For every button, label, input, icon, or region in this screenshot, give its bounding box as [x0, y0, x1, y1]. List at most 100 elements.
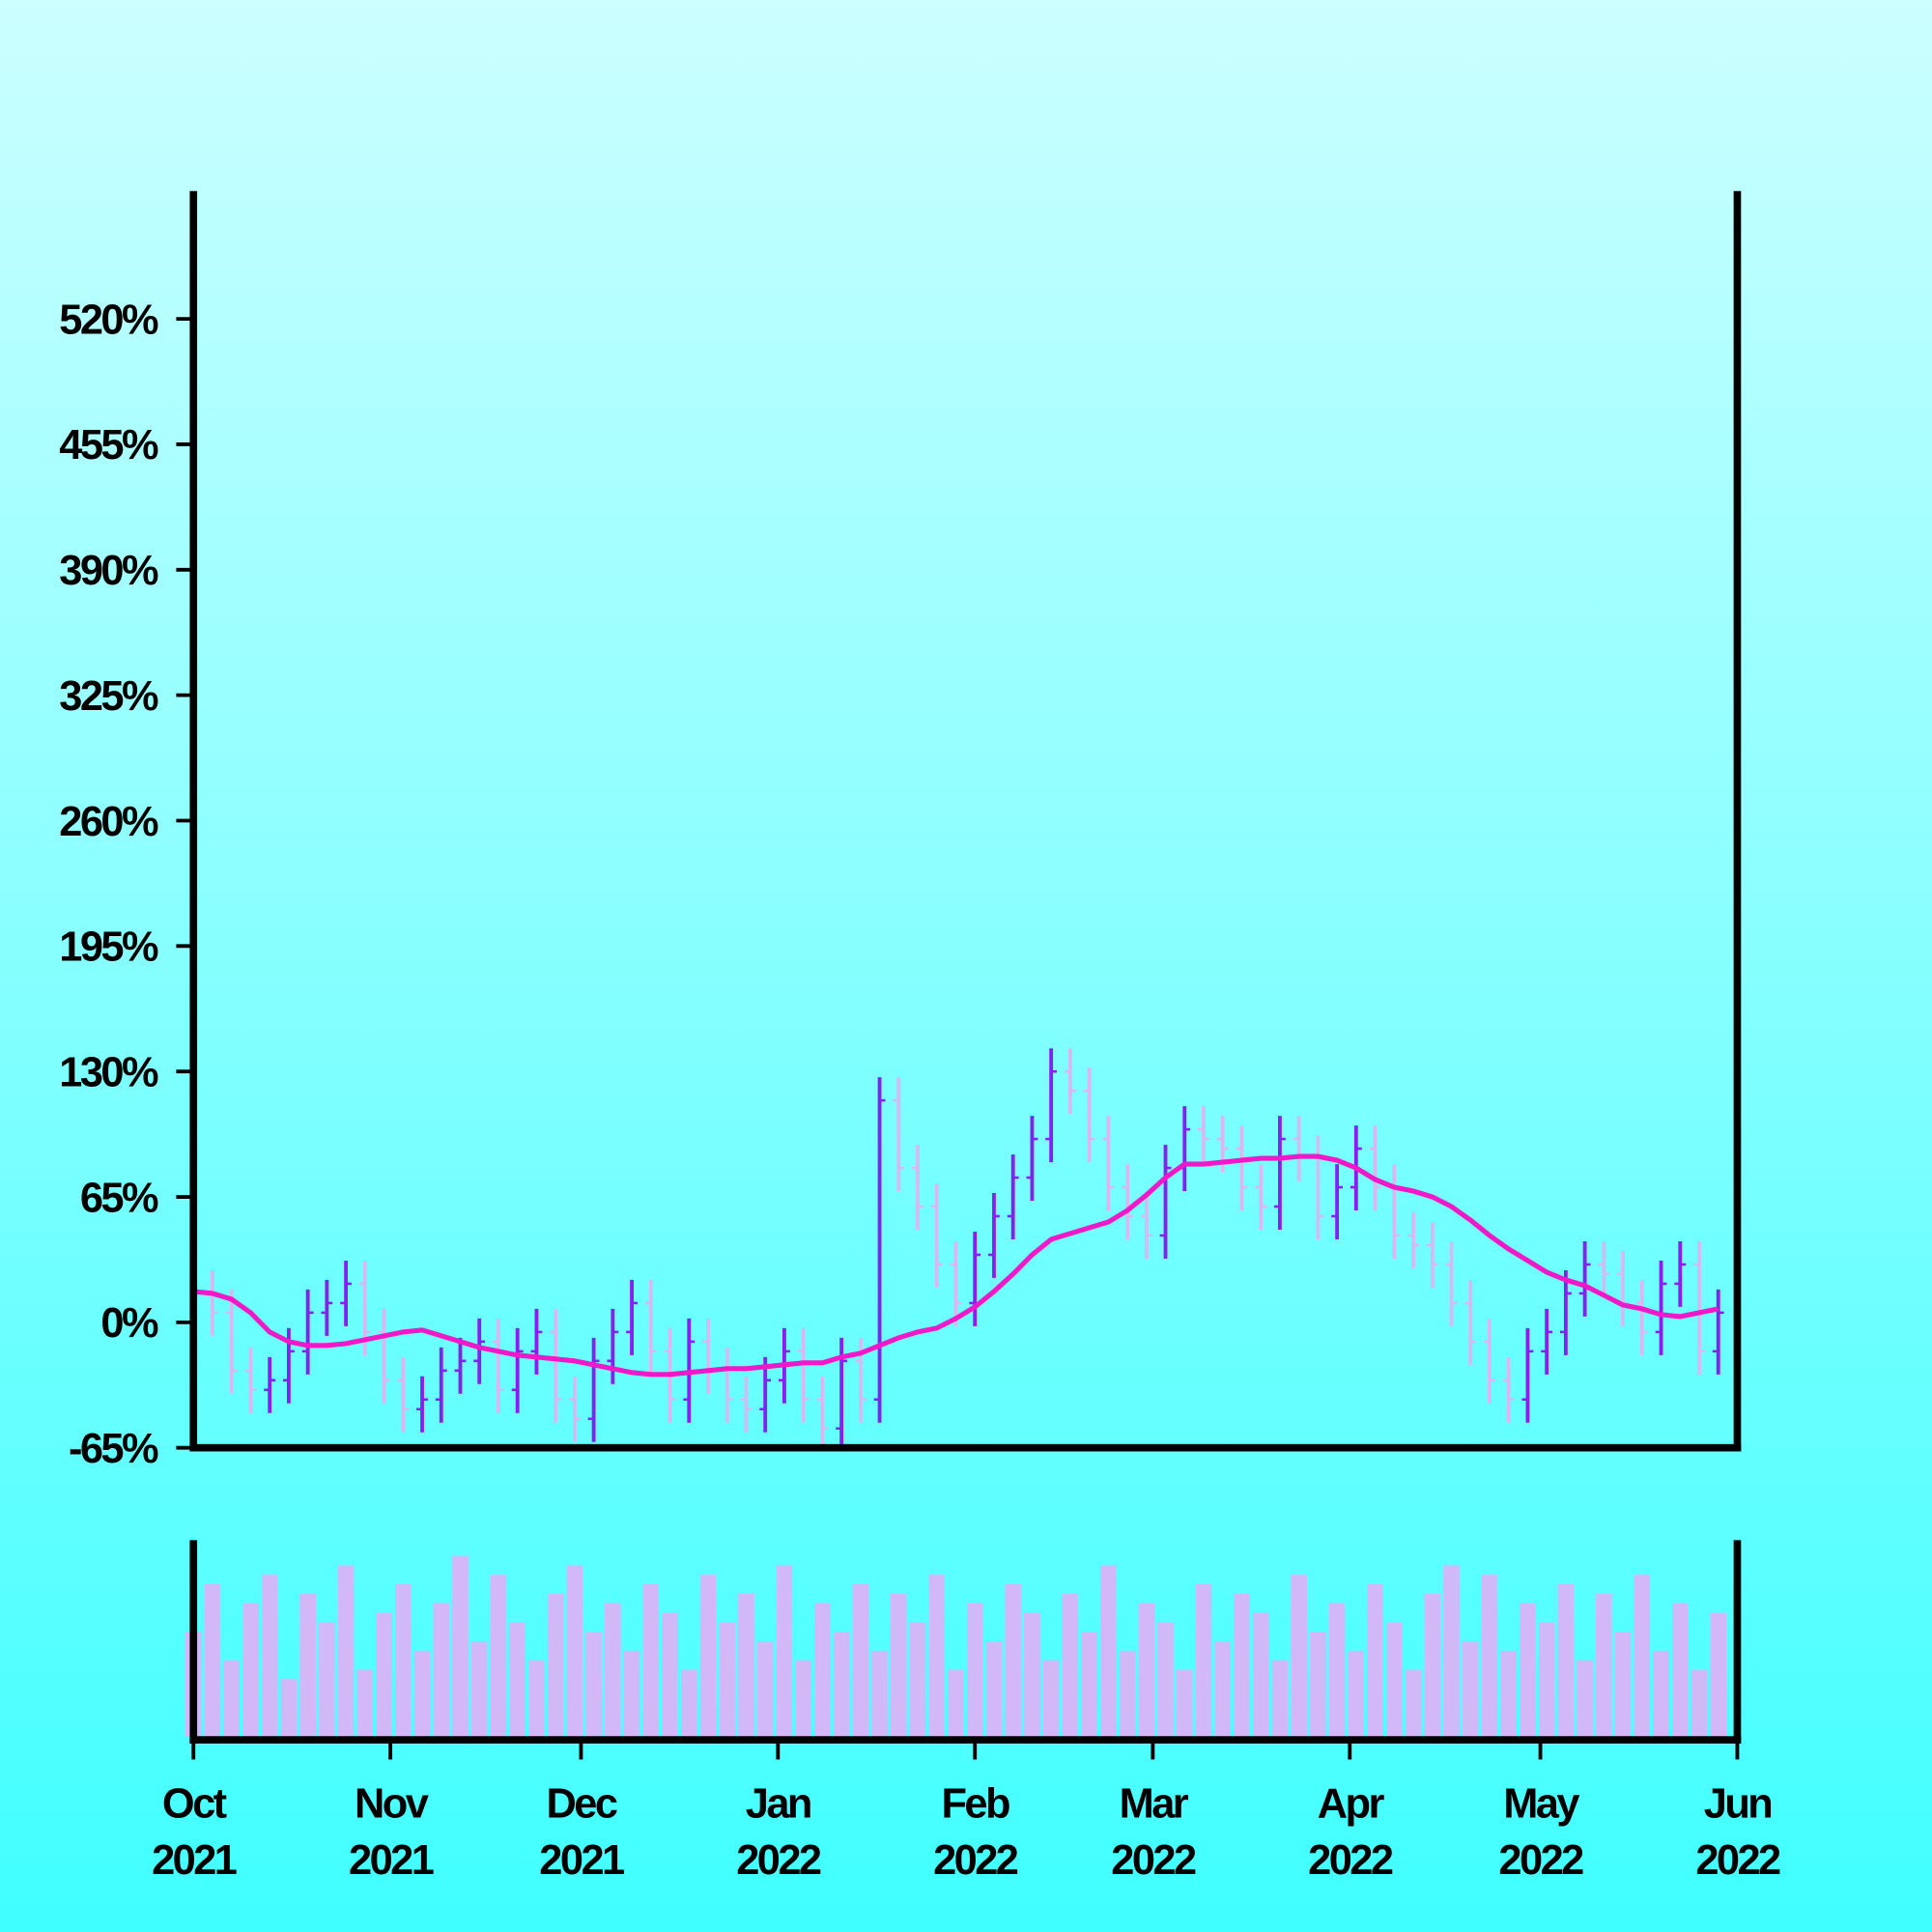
y-tick-label: -65%	[69, 1426, 158, 1472]
volume-bar	[1271, 1660, 1289, 1737]
y-tick-label: 390%	[59, 548, 158, 594]
volume-bar	[1386, 1622, 1403, 1737]
x-tick-label: Dec 2021	[539, 1780, 624, 1884]
volume-bar	[985, 1640, 1003, 1737]
volume-bar	[623, 1650, 640, 1737]
volume-bar	[452, 1555, 469, 1737]
volume-bar	[566, 1565, 583, 1737]
volume-bar	[871, 1650, 888, 1737]
volume-bar	[280, 1679, 298, 1737]
moving-average	[193, 1153, 1719, 1378]
volume-bar	[242, 1603, 259, 1737]
volume-bar	[1214, 1640, 1232, 1737]
volume-bar	[662, 1612, 678, 1737]
volume-bar	[1195, 1584, 1212, 1737]
volume-bar	[376, 1612, 392, 1737]
volume-bar	[1005, 1584, 1021, 1737]
volume-bar	[833, 1632, 850, 1737]
volume-bar	[909, 1622, 926, 1737]
volume-bar	[1577, 1660, 1593, 1737]
volume-bar	[891, 1593, 907, 1737]
volume-bar	[585, 1632, 602, 1737]
volume-bar	[1367, 1584, 1383, 1737]
x-tick-label: Mar 2022	[1111, 1780, 1196, 1884]
y-tick-label: 520%	[59, 297, 158, 343]
x-tick-label: Jun 2022	[1695, 1780, 1780, 1884]
volume-bar	[319, 1622, 335, 1737]
volume-bar	[1119, 1650, 1136, 1737]
volume-panel	[185, 1555, 1727, 1737]
volume-bar	[528, 1660, 545, 1737]
volume-bar	[1557, 1584, 1575, 1737]
volume-bar	[776, 1565, 793, 1737]
volume-bar	[738, 1593, 754, 1737]
volume-bar	[356, 1669, 374, 1737]
volume-bar	[470, 1640, 488, 1737]
axes: -65% 0% 65% 130% 195% 260% 325% 390% 455% 520% Oct…	[59, 190, 1783, 1884]
volume-bar	[1042, 1660, 1060, 1737]
volume-bar	[1310, 1632, 1326, 1737]
volume-bar	[1710, 1612, 1727, 1737]
y-tick-label: 325%	[59, 673, 158, 720]
y-tick-label: 130%	[59, 1049, 158, 1095]
volume-bar	[1596, 1593, 1612, 1737]
volume-bar	[1100, 1565, 1117, 1737]
volume-bar	[1671, 1603, 1689, 1737]
volume-bar	[1328, 1603, 1346, 1737]
volume-bar	[1462, 1640, 1479, 1737]
volume-bar	[1157, 1622, 1174, 1737]
volume-bar	[204, 1584, 221, 1737]
volume-bar	[642, 1584, 660, 1737]
volume-bar	[814, 1603, 831, 1737]
volume-bar	[1291, 1575, 1307, 1737]
volume-bar	[1234, 1593, 1250, 1737]
volume-bar	[966, 1603, 983, 1737]
volume-bar	[547, 1593, 564, 1737]
x-tick-label: Feb 2022	[933, 1780, 1018, 1884]
volume-bar	[1138, 1603, 1155, 1737]
volume-bar	[948, 1669, 964, 1737]
volume-bar	[1690, 1669, 1708, 1737]
volume-bar	[1653, 1650, 1669, 1737]
volume-bar	[1500, 1650, 1517, 1737]
volume-bar	[261, 1575, 278, 1737]
volume-bar	[1062, 1593, 1079, 1737]
x-tick-label: Jan 2022	[736, 1780, 821, 1884]
volume-bar	[756, 1640, 774, 1737]
volume-bar	[719, 1622, 736, 1737]
volume-bar	[395, 1584, 412, 1737]
volume-bar	[1520, 1603, 1536, 1737]
y-tick-label: 65%	[80, 1175, 158, 1221]
x-tick-label: May 2022	[1498, 1780, 1583, 1884]
y-tick-label: 260%	[59, 799, 158, 845]
x-tick-label: Nov 2021	[349, 1780, 434, 1884]
volume-bar	[1481, 1575, 1498, 1737]
volume-bar	[509, 1622, 526, 1737]
volume-bar	[1176, 1669, 1193, 1737]
volume-bar	[433, 1603, 450, 1737]
volume-bar	[1024, 1612, 1040, 1737]
volume-bar	[1405, 1669, 1422, 1737]
volume-bar	[1538, 1622, 1555, 1737]
y-tick-label: 0%	[100, 1300, 158, 1347]
volume-bar	[1634, 1575, 1651, 1737]
volume-bar	[1348, 1650, 1365, 1737]
volume-bar	[223, 1660, 241, 1737]
volume-bar	[1424, 1593, 1441, 1737]
volume-bar	[1081, 1632, 1097, 1737]
volume-bar	[413, 1650, 431, 1737]
x-tick-label: Oct 2021	[152, 1780, 237, 1884]
volume-bar	[337, 1565, 355, 1737]
volume-bar	[1614, 1632, 1632, 1737]
volume-bar	[699, 1575, 717, 1737]
y-tick-label: 195%	[59, 924, 158, 971]
volume-bar	[795, 1660, 811, 1737]
price-panel	[193, 1048, 1724, 1448]
volume-bar	[680, 1669, 697, 1737]
volume-bar	[928, 1575, 946, 1737]
y-tick-label: 455%	[59, 422, 158, 469]
x-tick-label: Apr 2022	[1308, 1780, 1393, 1884]
volume-bar	[852, 1584, 869, 1737]
volume-bar	[1252, 1612, 1269, 1737]
